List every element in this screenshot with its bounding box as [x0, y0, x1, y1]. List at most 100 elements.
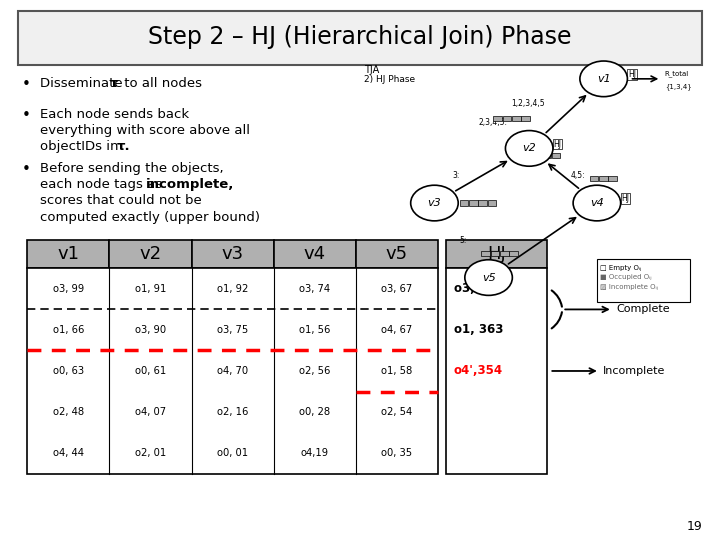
Bar: [482, 251, 490, 256]
Circle shape: [465, 260, 513, 295]
Circle shape: [573, 185, 621, 221]
Bar: [552, 153, 560, 158]
Bar: [491, 251, 500, 256]
Bar: [27, 240, 109, 268]
Text: HJ: HJ: [628, 70, 636, 79]
Text: o4,19: o4,19: [300, 448, 329, 458]
Text: 2) HJ Phase: 2) HJ Phase: [364, 75, 415, 84]
Text: 19: 19: [687, 520, 703, 533]
Bar: [599, 176, 608, 181]
Text: o2, 01: o2, 01: [135, 448, 166, 458]
Text: v3: v3: [222, 245, 243, 264]
Bar: [542, 153, 551, 158]
Text: o0, 28: o0, 28: [299, 407, 330, 417]
Text: o2, 56: o2, 56: [299, 366, 330, 376]
Text: □ Empty Oᵢⱼ: □ Empty Oᵢⱼ: [600, 265, 642, 271]
Text: v5: v5: [386, 245, 408, 264]
Text: R_total: R_total: [665, 70, 689, 77]
Text: o4',354: o4',354: [454, 364, 503, 377]
Text: computed exactly (upper bound): computed exactly (upper bound): [40, 211, 260, 224]
Bar: [478, 200, 487, 206]
Text: v1: v1: [58, 245, 79, 264]
Circle shape: [410, 185, 458, 221]
Bar: [533, 153, 541, 158]
Text: o3, 90: o3, 90: [135, 325, 166, 335]
Text: v2: v2: [140, 245, 161, 264]
Bar: [510, 251, 518, 256]
Text: Disseminate: Disseminate: [40, 77, 127, 90]
Text: o0, 01: o0, 01: [217, 448, 248, 458]
Text: ■ Occupied Oᵢⱼ: ■ Occupied Oᵢⱼ: [600, 274, 652, 280]
Text: o0, 35: o0, 35: [381, 448, 413, 458]
Text: o2, 16: o2, 16: [217, 407, 248, 417]
Bar: [446, 240, 547, 268]
Text: ▨ Incomplete Oᵢⱼ: ▨ Incomplete Oᵢⱼ: [600, 284, 659, 290]
Text: o3, 405: o3, 405: [454, 282, 503, 295]
Text: •: •: [22, 162, 30, 177]
Text: 4,5:: 4,5:: [570, 171, 585, 180]
Text: each node tags as: each node tags as: [40, 178, 166, 191]
Text: o3, 99: o3, 99: [53, 284, 84, 294]
Text: o1, 91: o1, 91: [135, 284, 166, 294]
Text: Complete: Complete: [616, 305, 670, 314]
Text: 2,3,4,5:: 2,3,4,5:: [479, 118, 508, 127]
Bar: [18, 11, 702, 65]
Text: v4: v4: [304, 245, 325, 264]
Text: Each node sends back: Each node sends back: [40, 108, 189, 121]
Bar: [597, 259, 690, 302]
Text: 3:: 3:: [453, 171, 460, 180]
Text: τ: τ: [110, 77, 119, 90]
Bar: [192, 240, 274, 268]
Text: HJ: HJ: [487, 245, 506, 264]
Bar: [356, 240, 438, 268]
Bar: [487, 200, 496, 206]
Text: •: •: [22, 108, 30, 123]
Bar: [512, 116, 521, 122]
Text: 1,2,3,4,5: 1,2,3,4,5: [511, 99, 545, 108]
Bar: [274, 240, 356, 268]
Text: o3, 67: o3, 67: [381, 284, 413, 294]
Text: o3, 74: o3, 74: [299, 284, 330, 294]
Text: o1, 56: o1, 56: [299, 325, 330, 335]
Bar: [500, 251, 509, 256]
Bar: [521, 116, 530, 122]
Text: Before sending the objects,: Before sending the objects,: [40, 162, 223, 175]
Text: v2: v2: [522, 144, 536, 153]
Text: •: •: [22, 77, 30, 92]
Circle shape: [580, 61, 627, 97]
Bar: [590, 176, 598, 181]
Text: o1, 66: o1, 66: [53, 325, 84, 335]
Bar: [503, 116, 511, 122]
Bar: [27, 268, 438, 474]
Text: incomplete,: incomplete,: [145, 178, 234, 191]
Text: τ.: τ.: [117, 140, 130, 153]
Bar: [493, 116, 502, 122]
Text: o4, 70: o4, 70: [217, 366, 248, 376]
Text: o4, 07: o4, 07: [135, 407, 166, 417]
Bar: [459, 200, 468, 206]
Bar: [109, 240, 192, 268]
Text: v5: v5: [482, 273, 495, 282]
Text: o0, 61: o0, 61: [135, 366, 166, 376]
Text: Step 2 – HJ (Hierarchical Join) Phase: Step 2 – HJ (Hierarchical Join) Phase: [148, 25, 572, 49]
Text: scores that could not be: scores that could not be: [40, 194, 202, 207]
Text: everything with score above all: everything with score above all: [40, 124, 250, 137]
Text: o4, 44: o4, 44: [53, 448, 84, 458]
Bar: [469, 200, 477, 206]
Text: HJ: HJ: [554, 139, 562, 148]
Text: o1, 92: o1, 92: [217, 284, 248, 294]
Text: HJ: HJ: [621, 194, 629, 203]
Text: 5:: 5:: [459, 236, 467, 245]
Text: TJA: TJA: [364, 65, 379, 75]
Text: o2, 48: o2, 48: [53, 407, 84, 417]
Text: o1, 58: o1, 58: [381, 366, 413, 376]
Text: v4: v4: [590, 198, 604, 208]
Text: o1, 363: o1, 363: [454, 323, 503, 336]
Text: v1: v1: [597, 74, 611, 84]
Text: o3, 75: o3, 75: [217, 325, 248, 335]
Text: o0, 63: o0, 63: [53, 366, 84, 376]
Text: to all nodes: to all nodes: [120, 77, 202, 90]
Bar: [446, 268, 547, 474]
Text: objectIDs in: objectIDs in: [40, 140, 122, 153]
Text: {1,3,4}: {1,3,4}: [665, 84, 692, 90]
